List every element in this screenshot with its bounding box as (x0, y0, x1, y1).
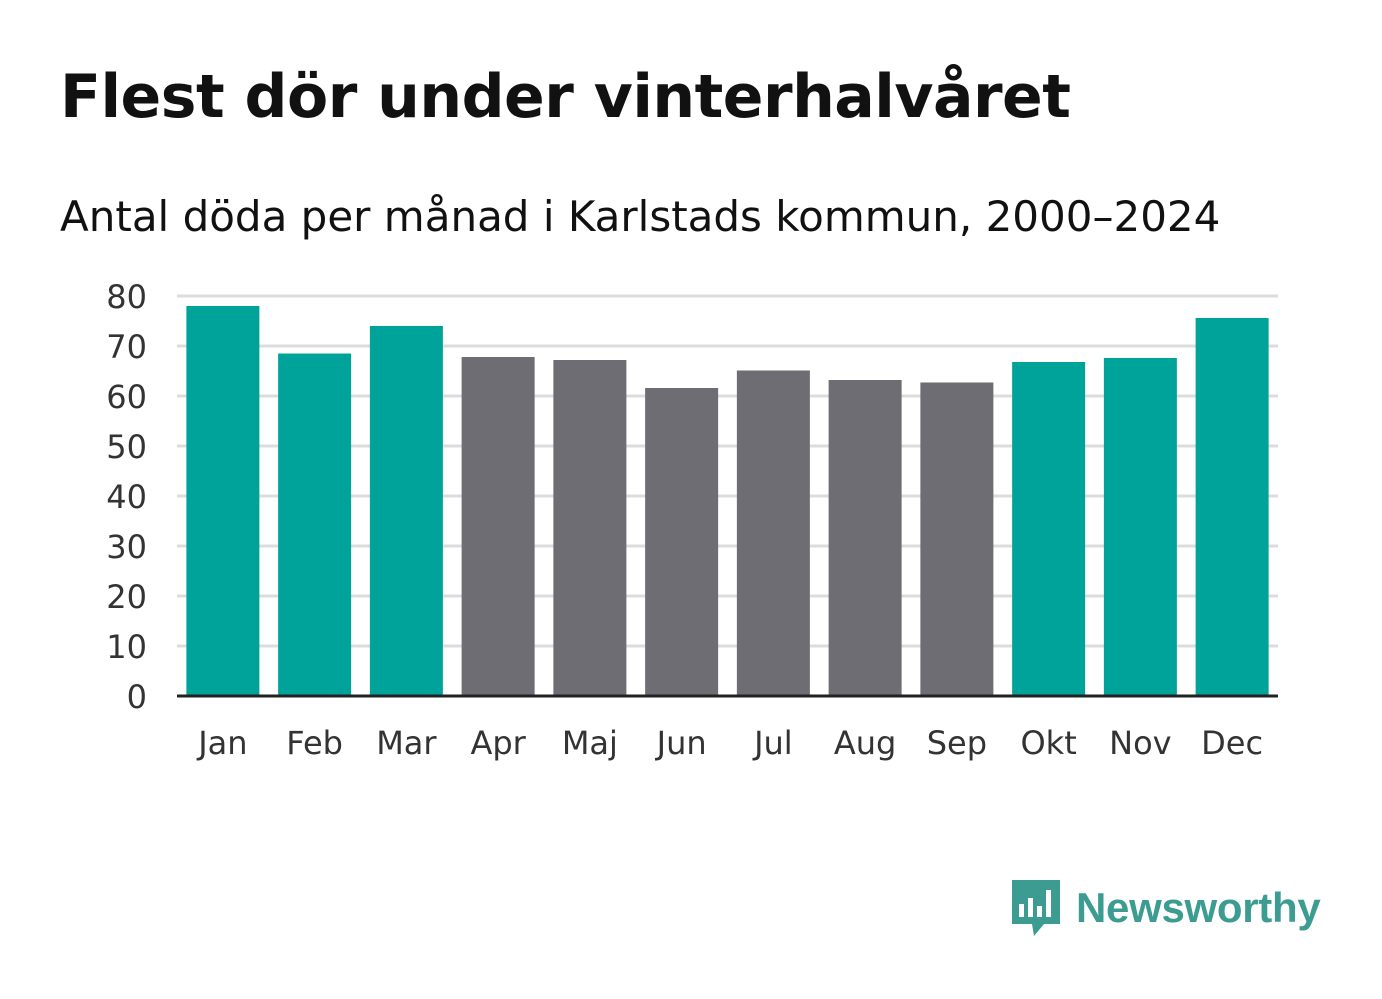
bar-dec (1195, 318, 1269, 696)
y-tick-label: 40 (106, 478, 147, 516)
x-tick-label: Jan (196, 724, 247, 762)
x-tick-label: Jul (752, 724, 793, 762)
bar-mar (369, 326, 443, 696)
y-tick-label: 20 (106, 578, 147, 616)
bar-aug (828, 380, 902, 696)
bar-sep (920, 382, 994, 696)
y-tick-label: 80 (106, 278, 147, 316)
brand-name: Newsworthy (1076, 884, 1321, 931)
bar-apr (461, 357, 535, 696)
y-tick-label: 0 (127, 678, 147, 716)
x-tick-label: Aug (834, 724, 896, 762)
bar-maj (553, 360, 627, 696)
bar-jan (186, 306, 260, 696)
bar-okt (1012, 362, 1086, 696)
y-tick-label: 10 (106, 628, 147, 666)
y-tick-label: 30 (106, 528, 147, 566)
x-tick-label: Maj (562, 724, 618, 762)
x-tick-label: Mar (376, 724, 437, 762)
bar-chart-speech-bubble-icon (1012, 880, 1060, 936)
y-tick-label: 60 (106, 378, 147, 416)
bar-jul (736, 370, 810, 696)
y-tick-label: 70 (106, 328, 147, 366)
x-tick-label: Dec (1201, 724, 1263, 762)
chart-title: Flest dör under vinterhalvåret (60, 62, 1071, 132)
newsworthy-logo: Newsworthy (1010, 878, 1321, 938)
bar-jun (645, 388, 719, 696)
bar-chart: 0 10 20 30 40 50 60 70 80 Jan Feb Mar Apr Maj Jun Jul Au… (106, 278, 1278, 762)
bar-nov (1103, 358, 1177, 696)
x-tick-label: Jun (655, 724, 707, 762)
bar-feb (278, 353, 352, 696)
x-tick-label: Nov (1109, 724, 1171, 762)
y-tick-label: 50 (106, 428, 147, 466)
x-tick-label: Sep (927, 724, 987, 762)
x-tick-label: Okt (1020, 724, 1076, 762)
x-tick-label: Feb (286, 724, 343, 762)
chart-subtitle: Antal döda per månad i Karlstads kommun,… (60, 192, 1221, 241)
x-tick-label: Apr (470, 724, 526, 762)
